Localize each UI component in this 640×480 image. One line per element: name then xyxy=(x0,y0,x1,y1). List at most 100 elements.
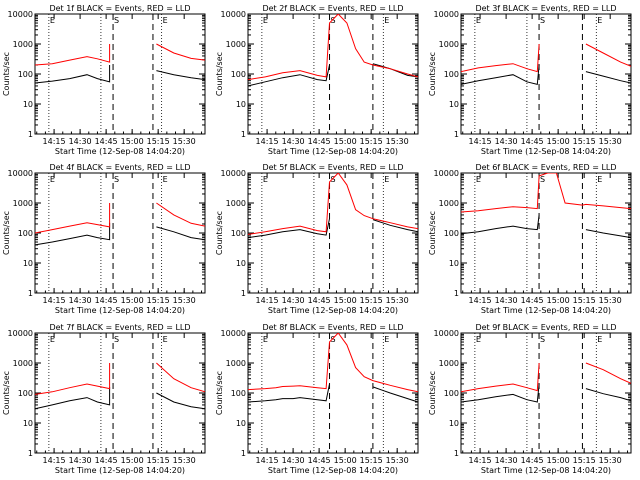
y-tick-label: 100 xyxy=(18,389,33,398)
marker-label: S xyxy=(331,335,336,344)
x-tick-label: 15:30 xyxy=(599,137,622,146)
x-tick-label: 14:15 xyxy=(469,456,492,465)
y-tick-label: 1 xyxy=(241,289,246,298)
y-tick-label: 1000 xyxy=(13,40,33,49)
x-tick-label: 14:15 xyxy=(43,456,66,465)
panel-title: Det 1f BLACK = Events, RED = LLD xyxy=(49,4,190,13)
x-tick-label: 15:00 xyxy=(121,296,144,305)
y-tick-label: 1 xyxy=(454,449,459,458)
plot-frame xyxy=(247,172,419,294)
events-series-line xyxy=(35,386,205,410)
marker-label: E xyxy=(263,175,268,184)
y-tick-label: 100 xyxy=(231,229,246,238)
y-tick-label: 10 xyxy=(23,259,33,268)
y-axis-label: Counts/sec xyxy=(428,211,437,255)
y-tick-label: 1000 xyxy=(13,199,33,208)
x-axis-label: Start Time (12-Sep-08 14:04:20) xyxy=(481,306,611,315)
x-tick-label: 14:15 xyxy=(469,296,492,305)
y-tick-label: 1000 xyxy=(226,40,246,49)
plot-frame xyxy=(460,13,632,135)
plot-frame xyxy=(247,13,419,135)
x-tick-label: 15:30 xyxy=(599,456,622,465)
y-tick-label: 1 xyxy=(241,449,246,458)
x-tick-label: 14:45 xyxy=(308,137,331,146)
x-tick-label: 15:30 xyxy=(173,296,196,305)
y-tick-label: 1000 xyxy=(439,199,459,208)
x-tick-label: 15:15 xyxy=(360,296,383,305)
lld-series-line xyxy=(248,173,418,235)
x-axis-label: Start Time (12-Sep-08 14:04:20) xyxy=(55,466,185,475)
y-tick-label: 10000 xyxy=(221,169,246,178)
marker-label: S xyxy=(114,335,119,344)
marker-label: E xyxy=(384,335,389,344)
x-axis-label: Start Time (12-Sep-08 14:04:20) xyxy=(481,466,611,475)
x-tick-label: 14:45 xyxy=(95,456,118,465)
x-axis-label: Start Time (12-Sep-08 14:04:20) xyxy=(55,306,185,315)
x-tick-label: 15:00 xyxy=(121,456,144,465)
x-tick-label: 14:45 xyxy=(308,456,331,465)
y-tick-label: 10000 xyxy=(8,329,33,338)
events-series-line xyxy=(35,65,205,84)
x-tick-label: 14:30 xyxy=(69,456,92,465)
y-tick-label: 10 xyxy=(23,419,33,428)
lld-series-line xyxy=(35,362,205,395)
x-tick-label: 15:30 xyxy=(386,456,409,465)
marker-label: E xyxy=(263,16,268,25)
y-tick-label: 100 xyxy=(444,70,459,79)
x-axis-label: Start Time (12-Sep-08 14:04:20) xyxy=(55,147,185,156)
y-axis-label: Counts/sec xyxy=(2,52,11,96)
y-axis-label: Counts/sec xyxy=(2,371,11,415)
x-tick-label: 15:15 xyxy=(147,456,170,465)
y-tick-label: 100 xyxy=(231,389,246,398)
x-tick-label: 15:30 xyxy=(386,137,409,146)
plot-frame xyxy=(34,332,206,454)
marker-label: S xyxy=(331,175,336,184)
x-axis-label: Start Time (12-Sep-08 14:04:20) xyxy=(481,147,611,156)
plot-frame xyxy=(247,332,419,454)
panel-det-5: Det 5f BLACK = Events, RED = LLD Counts/s… xyxy=(215,163,419,315)
y-tick-label: 1 xyxy=(454,130,459,139)
panel-det-3: Det 3f BLACK = Events, RED = LLD Counts/s… xyxy=(428,4,632,156)
y-tick-label: 10 xyxy=(236,259,246,268)
marker-label: E xyxy=(476,335,481,344)
y-tick-label: 10000 xyxy=(434,10,459,19)
x-tick-label: 15:30 xyxy=(386,296,409,305)
y-tick-label: 10 xyxy=(449,419,459,428)
plot-frame xyxy=(34,172,206,294)
x-tick-label: 14:30 xyxy=(282,456,305,465)
panel-title: Det 3f BLACK = Events, RED = LLD xyxy=(475,4,616,13)
y-axis-label: Counts/sec xyxy=(428,371,437,415)
y-tick-label: 10000 xyxy=(221,10,246,19)
marker-label: E xyxy=(476,175,481,184)
x-tick-label: 14:30 xyxy=(495,137,518,146)
events-series-line xyxy=(248,63,418,87)
events-series-line xyxy=(461,383,631,403)
plot-frame xyxy=(460,332,632,454)
x-tick-label: 15:15 xyxy=(147,137,170,146)
plot-frame xyxy=(34,13,206,135)
panel-title: Det 6f BLACK = Events, RED = LLD xyxy=(475,163,616,172)
y-axis-label: Counts/sec xyxy=(215,211,224,255)
marker-label: E xyxy=(163,335,168,344)
panel-title: Det 2f BLACK = Events, RED = LLD xyxy=(262,4,403,13)
y-tick-label: 10 xyxy=(23,100,33,109)
x-tick-label: 15:15 xyxy=(573,456,596,465)
y-tick-label: 100 xyxy=(444,229,459,238)
marker-label: E xyxy=(597,175,602,184)
y-tick-label: 10000 xyxy=(434,329,459,338)
x-tick-label: 14:45 xyxy=(521,456,544,465)
marker-label: S xyxy=(114,175,119,184)
x-tick-label: 15:15 xyxy=(573,137,596,146)
panel-det-8: Det 8f BLACK = Events, RED = LLD Counts/s… xyxy=(215,323,419,475)
events-series-line xyxy=(461,214,631,239)
x-tick-label: 15:00 xyxy=(334,137,357,146)
x-tick-label: 14:30 xyxy=(282,296,305,305)
y-axis-label: Counts/sec xyxy=(428,52,437,96)
y-axis-label: Counts/sec xyxy=(215,371,224,415)
events-series-line xyxy=(35,222,205,246)
marker-label: E xyxy=(163,175,168,184)
y-tick-label: 1000 xyxy=(439,359,459,368)
y-tick-label: 1 xyxy=(28,449,33,458)
x-tick-label: 14:30 xyxy=(495,296,518,305)
